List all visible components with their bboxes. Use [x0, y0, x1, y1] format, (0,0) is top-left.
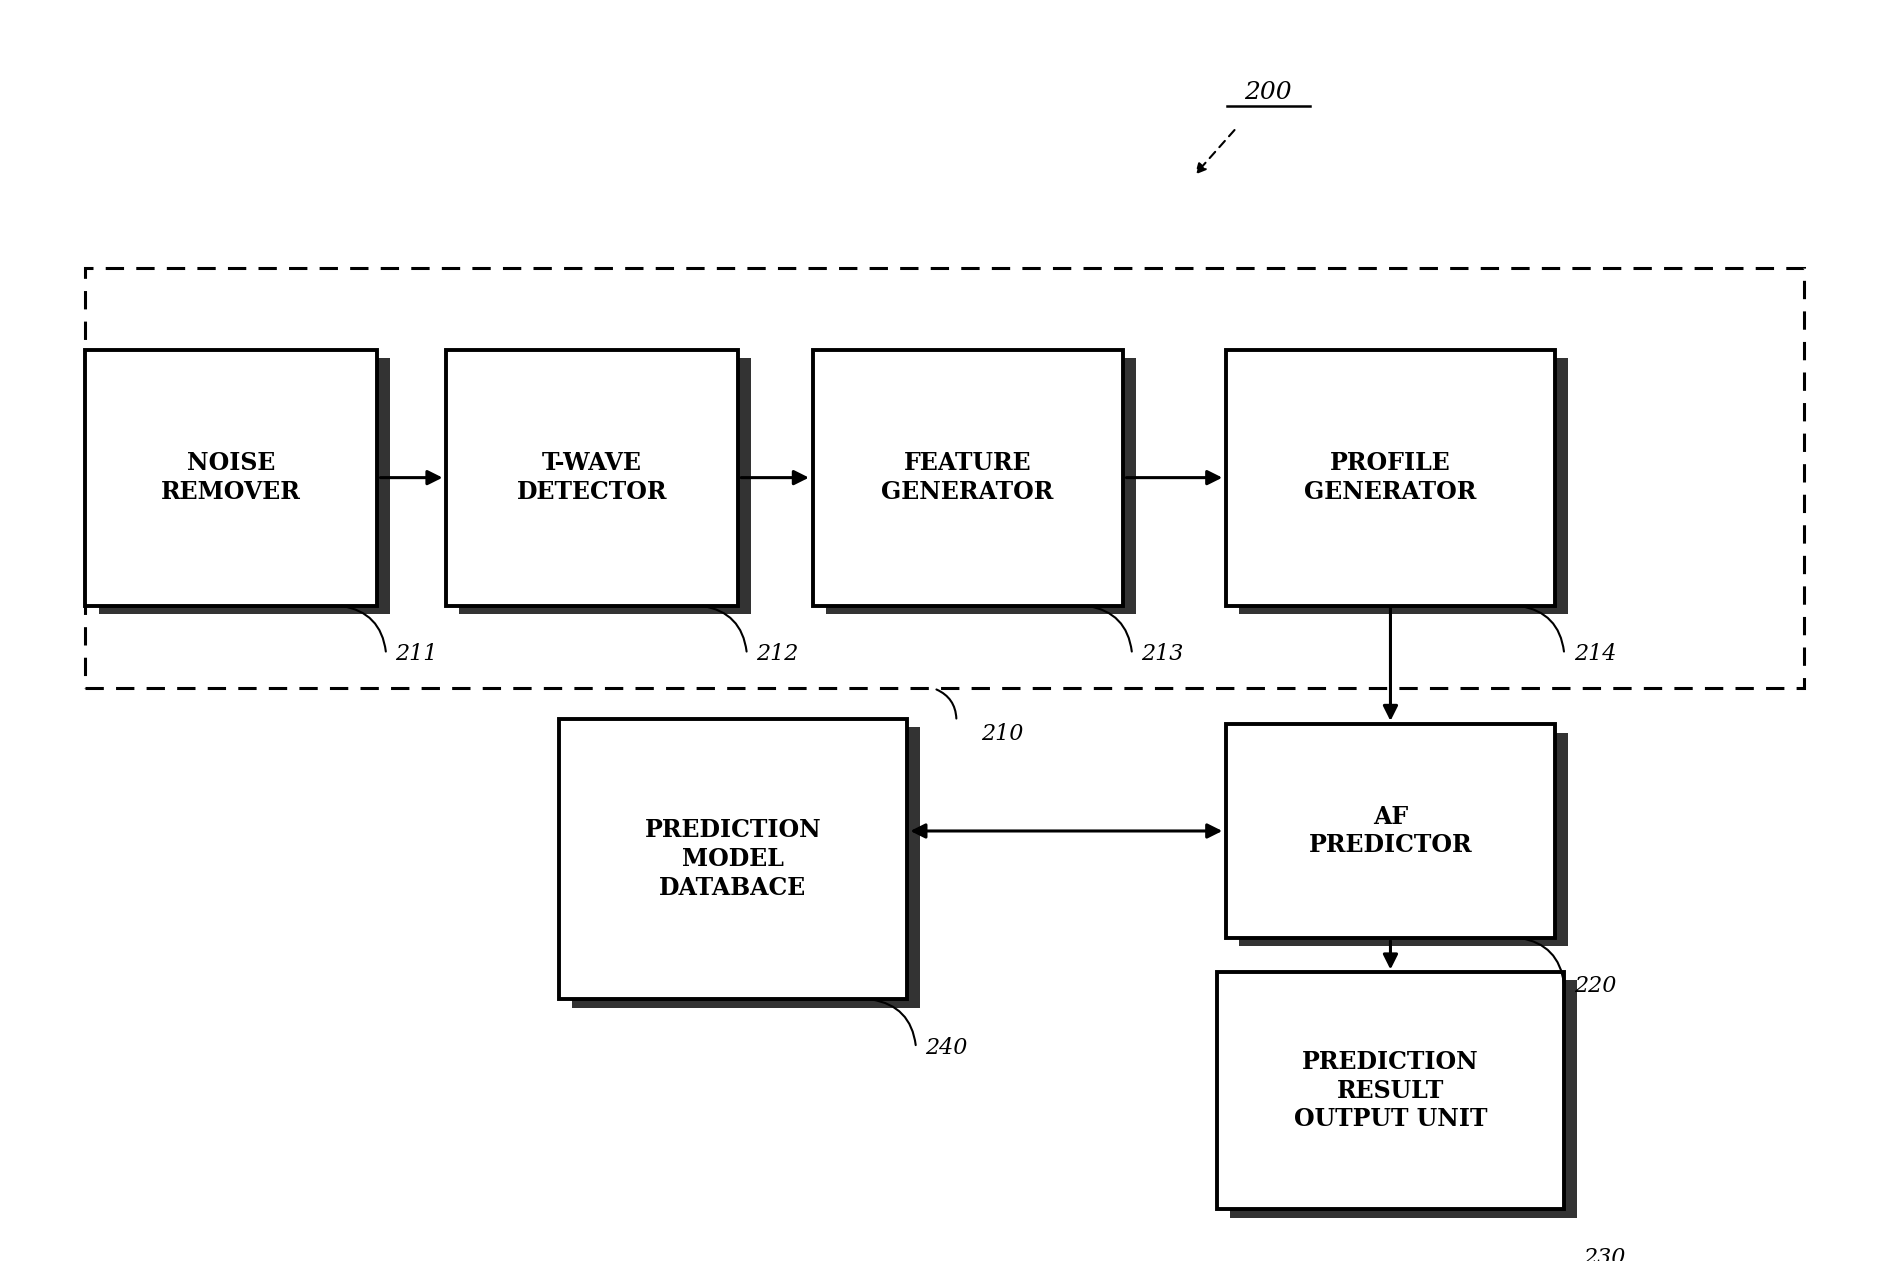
Text: 214: 214 [1575, 643, 1616, 666]
FancyBboxPatch shape [447, 349, 737, 605]
FancyBboxPatch shape [1225, 724, 1554, 938]
FancyBboxPatch shape [86, 349, 376, 605]
FancyBboxPatch shape [100, 358, 391, 614]
FancyBboxPatch shape [458, 358, 750, 614]
FancyBboxPatch shape [558, 719, 906, 999]
Text: FEATURE
GENERATOR: FEATURE GENERATOR [881, 451, 1054, 504]
Text: AF
PREDICTOR: AF PREDICTOR [1308, 805, 1473, 857]
FancyBboxPatch shape [1225, 349, 1554, 605]
Text: 230: 230 [1582, 1247, 1625, 1261]
Text: 213: 213 [1142, 643, 1184, 666]
Text: 240: 240 [926, 1037, 968, 1059]
Text: 210: 210 [981, 723, 1024, 744]
FancyBboxPatch shape [1240, 358, 1567, 614]
FancyBboxPatch shape [1240, 733, 1567, 946]
Text: 211: 211 [396, 643, 438, 666]
Text: 200: 200 [1244, 81, 1293, 103]
Text: 220: 220 [1575, 975, 1616, 997]
FancyBboxPatch shape [812, 349, 1124, 605]
Text: PREDICTION
RESULT
OUTPUT UNIT: PREDICTION RESULT OUTPUT UNIT [1295, 1049, 1486, 1131]
FancyBboxPatch shape [827, 358, 1135, 614]
FancyBboxPatch shape [1229, 980, 1576, 1218]
FancyBboxPatch shape [1218, 972, 1563, 1209]
Text: PROFILE
GENERATOR: PROFILE GENERATOR [1304, 451, 1477, 504]
Text: NOISE
REMOVER: NOISE REMOVER [162, 451, 301, 504]
Text: 212: 212 [755, 643, 799, 666]
Text: PREDICTION
MODEL
DATABACE: PREDICTION MODEL DATABACE [644, 818, 821, 900]
FancyBboxPatch shape [571, 728, 919, 1008]
Text: T-WAVE
DETECTOR: T-WAVE DETECTOR [517, 451, 667, 504]
